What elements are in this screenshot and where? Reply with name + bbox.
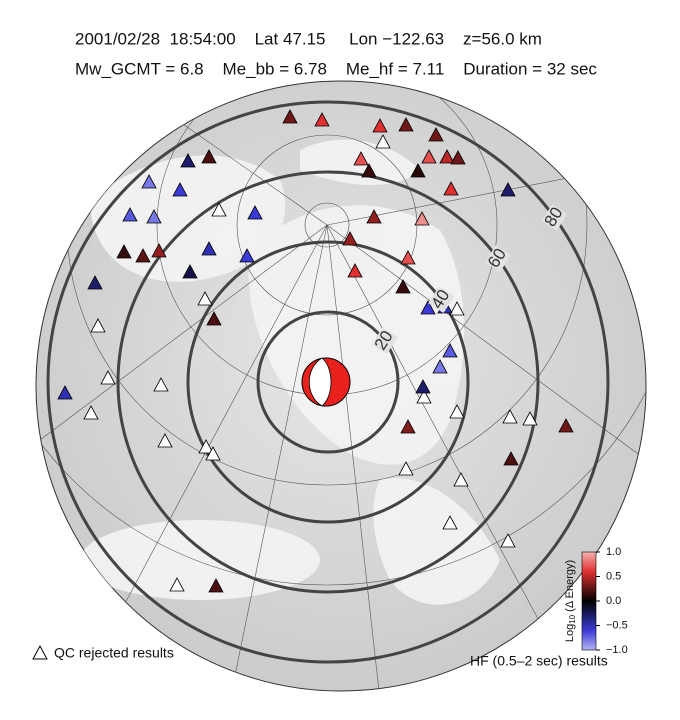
station — [503, 451, 519, 466]
rejected-station — [449, 404, 465, 419]
focal-mechanism — [301, 357, 351, 407]
distance-ring — [186, 240, 470, 524]
station — [146, 209, 162, 224]
station — [398, 117, 414, 132]
station — [421, 149, 437, 164]
ring-label-bg — [484, 245, 511, 272]
rejected-station — [442, 515, 458, 530]
station — [239, 248, 255, 263]
rejected-legend: QC rejected results — [32, 644, 174, 661]
station — [151, 243, 167, 258]
ring-label-bg — [371, 327, 398, 355]
rejected-station — [169, 577, 185, 592]
colorbar-tick-label: −1.0 — [606, 644, 628, 656]
station — [135, 248, 151, 263]
legend-hf: HF (0.5–2 sec) results — [470, 653, 608, 669]
station — [439, 149, 455, 164]
rejected-station — [500, 533, 516, 548]
station — [122, 207, 138, 222]
rejected-station — [416, 389, 432, 404]
station — [372, 118, 388, 133]
station — [206, 311, 222, 326]
colorbar-tick-label: −0.5 — [606, 619, 628, 631]
ring-label-bg — [428, 286, 455, 313]
ring-label-bg — [541, 204, 568, 231]
rejected-station — [211, 202, 227, 217]
distance-ring — [116, 170, 540, 594]
station — [353, 151, 369, 166]
rejected-station — [205, 446, 221, 461]
rejected-station — [398, 461, 414, 476]
station — [116, 244, 132, 259]
station — [450, 150, 466, 165]
station — [182, 264, 198, 279]
rejected-station — [375, 134, 391, 149]
colorbar-tick-label: 0.5 — [606, 570, 621, 582]
label-suffix: (Δ Energy) — [564, 560, 576, 615]
station — [141, 174, 157, 189]
station — [414, 211, 430, 226]
title-line-2: Mw_GCMT = 6.8 Me_bb = 6.78 Me_hf = 7.11 … — [75, 59, 597, 78]
rejected-station — [153, 377, 169, 392]
colorbar-scale — [581, 551, 597, 651]
station — [347, 263, 363, 278]
station — [366, 209, 382, 224]
station — [443, 181, 459, 196]
station — [432, 359, 448, 374]
station — [172, 182, 188, 197]
rejected-station — [453, 472, 469, 487]
station — [87, 275, 103, 290]
station — [208, 578, 224, 593]
rejected-station — [197, 291, 213, 306]
station — [410, 163, 426, 178]
rejected-station — [449, 301, 465, 316]
station — [201, 149, 217, 164]
station — [500, 182, 516, 197]
station — [420, 300, 436, 315]
station — [180, 153, 196, 168]
legend-rejected: QC rejected results — [54, 645, 174, 661]
station — [57, 385, 73, 400]
station — [361, 163, 377, 178]
colorbar-label: Log10 (Δ Energy) — [564, 560, 577, 642]
station — [342, 231, 358, 246]
stations — [57, 109, 574, 593]
label-sub: 10 — [568, 614, 577, 623]
rejected-station — [198, 439, 214, 454]
colorbar: Log10 (Δ Energy) 1.0 0.5 0.0 −0.5 −1.0 — [564, 546, 628, 656]
station — [442, 343, 458, 358]
station — [415, 379, 431, 394]
distance-ring — [256, 310, 400, 454]
colorbar-tick-label: 1.0 — [606, 546, 621, 558]
distance-ring — [46, 100, 610, 664]
station — [558, 418, 574, 433]
station — [395, 279, 411, 294]
station — [201, 241, 217, 256]
legend-triangle — [32, 644, 48, 660]
colorbar-tick-label: 0.0 — [606, 595, 621, 607]
station — [282, 109, 298, 124]
rejected-station — [83, 405, 99, 420]
globe — [35, 80, 647, 692]
rejected-station — [157, 433, 173, 448]
rejected-station — [100, 370, 116, 385]
station — [314, 112, 330, 127]
station — [400, 419, 416, 434]
label-prefix: Log — [564, 624, 576, 642]
rejected-station — [502, 409, 518, 424]
station — [247, 205, 263, 220]
title-line-1: 2001/02/28 18:54:00 Lat 47.15 Lon −122.6… — [75, 29, 542, 48]
rejected-station — [522, 411, 538, 426]
station — [400, 250, 416, 265]
station — [428, 127, 444, 142]
rejected-station — [90, 318, 106, 333]
distance-rings — [46, 100, 610, 664]
